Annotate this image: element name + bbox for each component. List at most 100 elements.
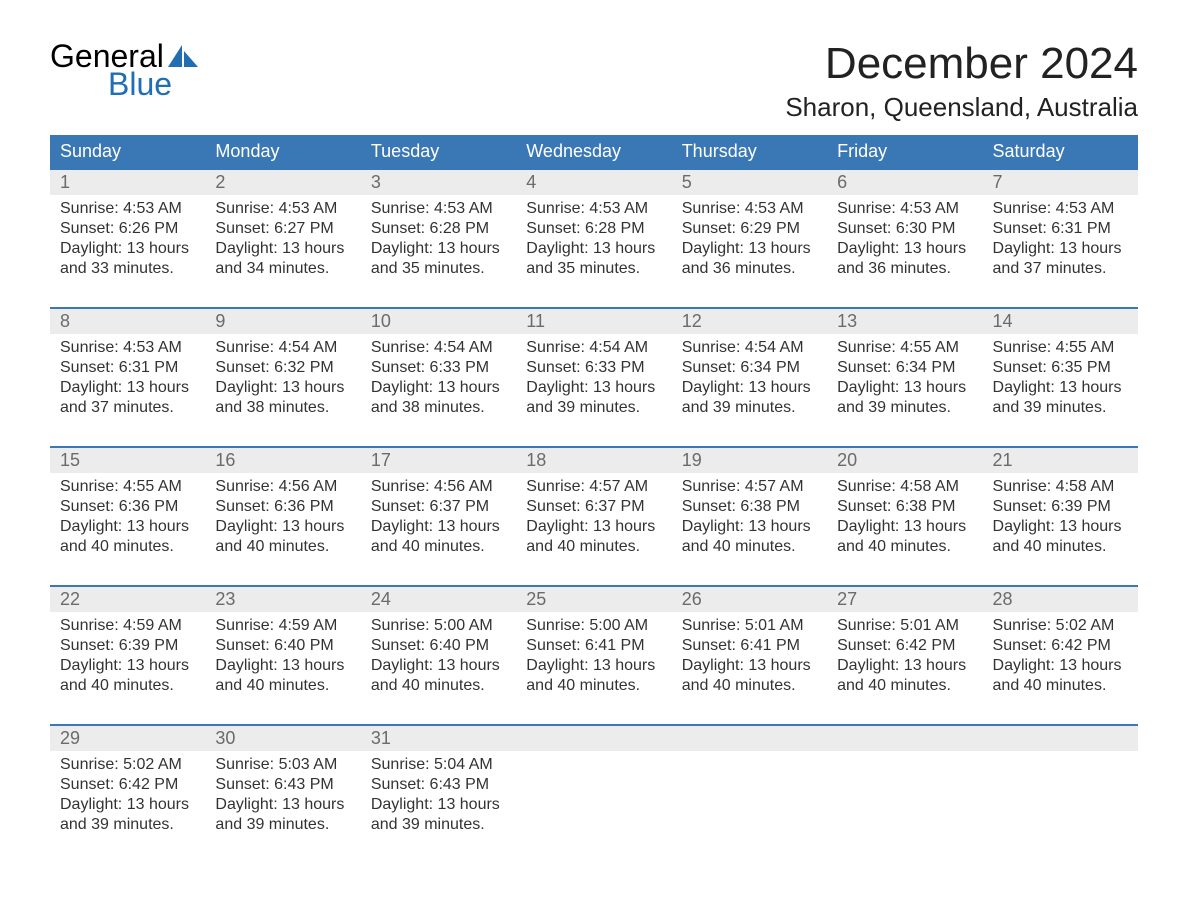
daylight-line-1: Daylight: 13 hours (526, 239, 661, 259)
day-cell: ..... (516, 725, 671, 863)
day-data: Sunrise: 5:00 AMSunset: 6:40 PMDaylight:… (361, 612, 516, 724)
sunrise-text: Sunrise: 4:53 AM (60, 338, 195, 358)
sunset-text: Sunset: 6:36 PM (60, 497, 195, 517)
sunrise-text: Sunrise: 4:53 AM (682, 199, 817, 219)
sunrise-text: Sunrise: 4:54 AM (526, 338, 661, 358)
day-cell: 3Sunrise: 4:53 AMSunset: 6:28 PMDaylight… (361, 169, 516, 308)
sunrise-text: Sunrise: 4:54 AM (682, 338, 817, 358)
day-data: Sunrise: 4:59 AMSunset: 6:40 PMDaylight:… (205, 612, 360, 724)
sunrise-text: Sunrise: 4:57 AM (682, 477, 817, 497)
day-cell: 13Sunrise: 4:55 AMSunset: 6:34 PMDayligh… (827, 308, 982, 447)
daylight-line-2: and 40 minutes. (837, 676, 972, 696)
day-cell: 8Sunrise: 4:53 AMSunset: 6:31 PMDaylight… (50, 308, 205, 447)
week-row: 8Sunrise: 4:53 AMSunset: 6:31 PMDaylight… (50, 308, 1138, 447)
day-number: 25 (516, 587, 671, 612)
col-thursday: Thursday (672, 135, 827, 169)
day-number: 30 (205, 726, 360, 751)
day-number: 16 (205, 448, 360, 473)
logo-word-2: Blue (108, 68, 198, 100)
daylight-line-2: and 39 minutes. (215, 815, 350, 835)
day-data: Sunrise: 4:57 AMSunset: 6:38 PMDaylight:… (672, 473, 827, 585)
sunrise-text: Sunrise: 5:02 AM (60, 755, 195, 775)
daylight-line-2: and 39 minutes. (526, 398, 661, 418)
day-number: 26 (672, 587, 827, 612)
sunset-text: Sunset: 6:43 PM (371, 775, 506, 795)
day-data: Sunrise: 5:03 AMSunset: 6:43 PMDaylight:… (205, 751, 360, 863)
sunrise-text: Sunrise: 5:01 AM (837, 616, 972, 636)
daylight-line-2: and 37 minutes. (60, 398, 195, 418)
col-sunday: Sunday (50, 135, 205, 169)
sunrise-text: Sunrise: 5:00 AM (371, 616, 506, 636)
daylight-line-2: and 39 minutes. (60, 815, 195, 835)
day-number: 13 (827, 309, 982, 334)
day-cell: 1Sunrise: 4:53 AMSunset: 6:26 PMDaylight… (50, 169, 205, 308)
daylight-line-1: Daylight: 13 hours (682, 378, 817, 398)
day-number: 18 (516, 448, 671, 473)
day-data: Sunrise: 4:58 AMSunset: 6:39 PMDaylight:… (983, 473, 1138, 585)
sunset-text: Sunset: 6:27 PM (215, 219, 350, 239)
day-cell: 19Sunrise: 4:57 AMSunset: 6:38 PMDayligh… (672, 447, 827, 586)
week-row: 1Sunrise: 4:53 AMSunset: 6:26 PMDaylight… (50, 169, 1138, 308)
daylight-line-2: and 40 minutes. (60, 676, 195, 696)
day-cell: 30Sunrise: 5:03 AMSunset: 6:43 PMDayligh… (205, 725, 360, 863)
day-cell: 11Sunrise: 4:54 AMSunset: 6:33 PMDayligh… (516, 308, 671, 447)
day-cell: 26Sunrise: 5:01 AMSunset: 6:41 PMDayligh… (672, 586, 827, 725)
sunrise-text: Sunrise: 4:53 AM (371, 199, 506, 219)
sunset-text: Sunset: 6:35 PM (993, 358, 1128, 378)
day-data: Sunrise: 4:58 AMSunset: 6:38 PMDaylight:… (827, 473, 982, 585)
day-number: 6 (827, 170, 982, 195)
day-number: 24 (361, 587, 516, 612)
sunrise-text: Sunrise: 5:03 AM (215, 755, 350, 775)
day-cell: ..... (983, 725, 1138, 863)
day-cell: 29Sunrise: 5:02 AMSunset: 6:42 PMDayligh… (50, 725, 205, 863)
day-cell: 6Sunrise: 4:53 AMSunset: 6:30 PMDaylight… (827, 169, 982, 308)
day-data: Sunrise: 5:02 AMSunset: 6:42 PMDaylight:… (983, 612, 1138, 724)
day-cell: 14Sunrise: 4:55 AMSunset: 6:35 PMDayligh… (983, 308, 1138, 447)
sunset-text: Sunset: 6:43 PM (215, 775, 350, 795)
day-number: 22 (50, 587, 205, 612)
daylight-line-2: and 40 minutes. (526, 537, 661, 557)
day-cell: 24Sunrise: 5:00 AMSunset: 6:40 PMDayligh… (361, 586, 516, 725)
daylight-line-2: and 38 minutes. (371, 398, 506, 418)
daylight-line-1: Daylight: 13 hours (371, 239, 506, 259)
sunrise-text: Sunrise: 4:54 AM (215, 338, 350, 358)
daylight-line-1: Daylight: 13 hours (993, 517, 1128, 537)
sunset-text: Sunset: 6:30 PM (837, 219, 972, 239)
daylight-line-1: Daylight: 13 hours (837, 517, 972, 537)
col-tuesday: Tuesday (361, 135, 516, 169)
week-row: 15Sunrise: 4:55 AMSunset: 6:36 PMDayligh… (50, 447, 1138, 586)
day-number: 28 (983, 587, 1138, 612)
daylight-line-2: and 40 minutes. (60, 537, 195, 557)
daylight-line-1: Daylight: 13 hours (837, 378, 972, 398)
day-number: 7 (983, 170, 1138, 195)
sunrise-text: Sunrise: 4:55 AM (993, 338, 1128, 358)
sunset-text: Sunset: 6:32 PM (215, 358, 350, 378)
day-data: Sunrise: 4:53 AMSunset: 6:30 PMDaylight:… (827, 195, 982, 307)
day-number: 3 (361, 170, 516, 195)
day-data: Sunrise: 4:53 AMSunset: 6:31 PMDaylight:… (50, 334, 205, 446)
day-cell: 25Sunrise: 5:00 AMSunset: 6:41 PMDayligh… (516, 586, 671, 725)
sunset-text: Sunset: 6:33 PM (371, 358, 506, 378)
daylight-line-1: Daylight: 13 hours (215, 795, 350, 815)
day-cell: 4Sunrise: 4:53 AMSunset: 6:28 PMDaylight… (516, 169, 671, 308)
day-data: Sunrise: 4:57 AMSunset: 6:37 PMDaylight:… (516, 473, 671, 585)
sunset-text: Sunset: 6:38 PM (837, 497, 972, 517)
sunrise-text: Sunrise: 4:56 AM (371, 477, 506, 497)
day-number: 31 (361, 726, 516, 751)
sunset-text: Sunset: 6:39 PM (993, 497, 1128, 517)
day-cell: 9Sunrise: 4:54 AMSunset: 6:32 PMDaylight… (205, 308, 360, 447)
day-number: 20 (827, 448, 982, 473)
day-data: Sunrise: 5:00 AMSunset: 6:41 PMDaylight:… (516, 612, 671, 724)
daylight-line-1: Daylight: 13 hours (993, 378, 1128, 398)
sunset-text: Sunset: 6:28 PM (526, 219, 661, 239)
day-number: 2 (205, 170, 360, 195)
sunrise-text: Sunrise: 4:59 AM (215, 616, 350, 636)
day-cell: 23Sunrise: 4:59 AMSunset: 6:40 PMDayligh… (205, 586, 360, 725)
sunset-text: Sunset: 6:29 PM (682, 219, 817, 239)
day-number: 29 (50, 726, 205, 751)
day-number: 4 (516, 170, 671, 195)
daylight-line-1: Daylight: 13 hours (371, 795, 506, 815)
day-number: 11 (516, 309, 671, 334)
daylight-line-1: Daylight: 13 hours (60, 517, 195, 537)
sunrise-text: Sunrise: 4:56 AM (215, 477, 350, 497)
